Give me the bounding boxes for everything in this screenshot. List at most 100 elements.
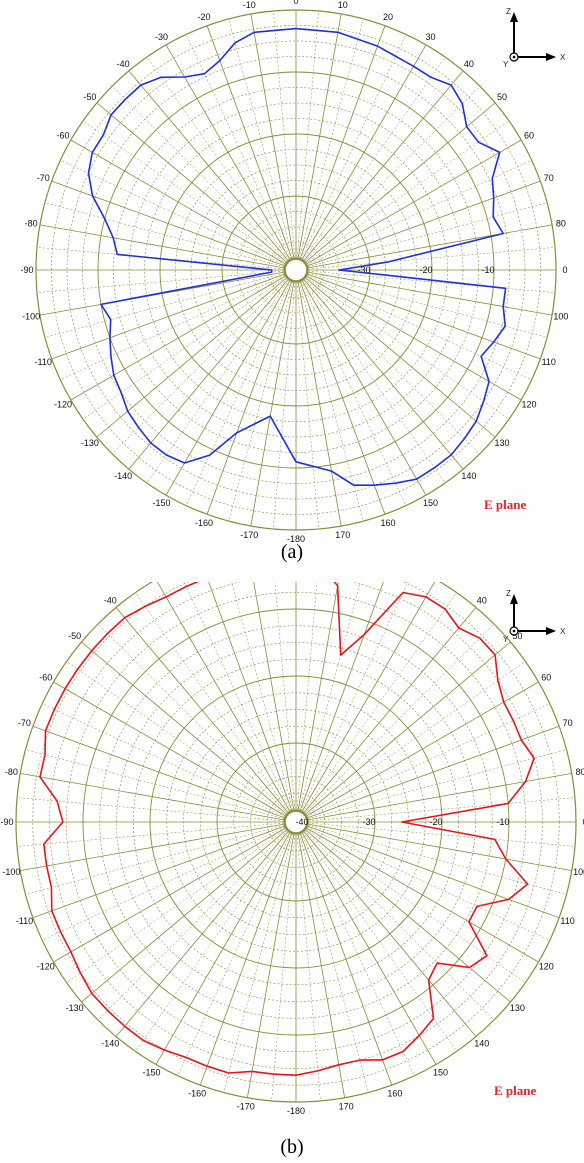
chart-b-grid-spoke xyxy=(97,830,288,1021)
chart-b-angle-tick-label: 50 xyxy=(512,631,522,641)
chart-b-grid-spoke xyxy=(17,797,285,822)
chart-b-radial-label: -10 xyxy=(496,817,509,827)
chart-a-grid-spoke xyxy=(302,279,446,484)
chart-a-angle-tick-label: -100 xyxy=(22,312,40,322)
chart-a-grid-spoke xyxy=(51,273,285,360)
chart-b-grid-spoke xyxy=(302,831,457,1052)
chart-a-grid-spoke xyxy=(303,70,464,262)
chart-a-angle-tick-label: -130 xyxy=(81,438,99,448)
chart-a-grid-spoke xyxy=(299,281,386,515)
chart-a-grid-spoke xyxy=(301,280,427,496)
chart-b-grid-spoke xyxy=(115,607,289,814)
chart-a-grid-spoke xyxy=(306,274,532,381)
chart-a-grid-spoke xyxy=(82,276,287,420)
chart-b-grid-spoke xyxy=(300,582,409,812)
chart-a-grid-spoke xyxy=(96,277,288,438)
caption-b: (b) xyxy=(280,1136,304,1158)
chart-b-grid-spoke xyxy=(304,623,495,814)
chart-a-grid-spoke xyxy=(307,202,548,268)
chart-a-grid-spoke xyxy=(299,25,386,259)
chart-a-angle-tick-label: -140 xyxy=(114,471,132,481)
chart-b-angle-tick-label: 40 xyxy=(477,596,487,606)
chart-a-grid-spoke xyxy=(36,270,285,293)
chart-b-angle-tick-label: -160 xyxy=(188,1089,206,1099)
chart-a-grid-spoke xyxy=(304,85,481,262)
chart-a-grid-spoke xyxy=(297,281,342,527)
chart-a-angle-tick-label: 150 xyxy=(423,498,438,508)
chart-b-grid-spoke xyxy=(302,592,457,813)
chart-a-grid-spoke xyxy=(306,275,522,401)
chart-b-grid-spoke xyxy=(307,824,567,895)
chart-a-angle-tick-label: -180 xyxy=(287,534,305,544)
chart-a-grid-spoke xyxy=(51,180,285,267)
chart-a-grid-spoke xyxy=(307,180,541,267)
chart-b-angle-tick-label: -50 xyxy=(68,631,81,641)
axis-x-label-a: X xyxy=(560,53,566,62)
chart-a-grid-spoke xyxy=(296,10,319,259)
chart-a-grid-spoke xyxy=(300,34,407,260)
chart-a-grid-spoke xyxy=(307,271,553,316)
chart-b-angle-tick-label: 100 xyxy=(573,867,584,877)
chart-a-grid-spoke xyxy=(300,280,407,506)
chart-b-grid-spoke xyxy=(307,822,575,847)
chart-a-grid-spoke xyxy=(304,278,481,455)
chart-b-grid-spoke xyxy=(135,831,290,1052)
chart-b-grid-spoke xyxy=(25,824,285,895)
chart-b-angle-tick-label: 0 xyxy=(582,817,584,827)
chart-b-grid-spoke xyxy=(42,826,286,941)
chart-b-grid-spoke xyxy=(208,582,293,811)
chart-b-angle-tick-label: -70 xyxy=(18,718,31,728)
chart-b-grid-spoke xyxy=(42,703,286,818)
chart-b-grid-spoke xyxy=(306,827,539,963)
chart-a-grid-spoke xyxy=(301,44,427,260)
chart-b-grid-spoke xyxy=(253,582,295,811)
chart-b-grid-spoke xyxy=(115,830,289,1037)
chart-a-grid-spoke xyxy=(298,18,364,259)
chart-b-grid-spoke xyxy=(303,607,477,814)
chart-b-grid-spoke xyxy=(298,833,369,1093)
chart-a-angle-tick-label: -30 xyxy=(155,32,168,42)
chart-b-grid-spoke xyxy=(274,582,296,811)
chart-a-grid-spoke xyxy=(228,18,294,259)
chart-b-grid-spoke xyxy=(199,833,293,1086)
chart-a-angle-tick-label: -50 xyxy=(83,92,96,102)
chart-a-grid-spoke xyxy=(307,270,556,293)
chart-a-angle-tick-label: -150 xyxy=(152,498,170,508)
chart-a-angle-tick-label: -70 xyxy=(37,173,50,183)
chart-a-grid-spoke xyxy=(304,102,496,263)
chart-b-grid-spoke xyxy=(177,832,292,1076)
chart-a-angle-tick-label: 20 xyxy=(383,12,393,22)
chart-a-angle-tick-label: 120 xyxy=(521,400,536,410)
chart-a-angle-tick-label: 140 xyxy=(461,471,476,481)
panel-a: 0 10 20 30 40 50 60 70 80 0 100 110 120 130 140 150 160 1… xyxy=(0,0,584,581)
chart-b-grid-spoke xyxy=(304,830,495,1021)
chart-a-angle-tick-label: 30 xyxy=(425,32,435,42)
chart-a-angle-tick-label: 40 xyxy=(464,59,474,69)
chart-a-angle-tick-label: 110 xyxy=(542,357,556,367)
chart-b-grid-spoke xyxy=(183,582,292,812)
chart-a-grid-spoke xyxy=(298,281,364,522)
chart-a-center-hole xyxy=(284,258,308,282)
axis-z-label-a: Z xyxy=(506,7,511,16)
chart-b-grid-spoke xyxy=(20,823,285,872)
polar-chart-b: 0102030405060708001001101201301401501601… xyxy=(0,582,584,1116)
chart-b-angle-tick-label: 70 xyxy=(563,718,573,728)
chart-b-grid-spoke xyxy=(53,681,286,817)
chart-a-grid-spoke xyxy=(111,85,288,262)
chart-a-grid-spoke xyxy=(70,275,286,401)
chart-b-angle-tick-label: -140 xyxy=(101,1038,119,1048)
chart-b-grid-spoke xyxy=(307,797,575,822)
chart-b-radial-label: -30 xyxy=(362,817,375,827)
chart-b-grid-spoke xyxy=(306,703,550,818)
axes-orientation-icon-a: Z X Y xyxy=(494,2,584,72)
chart-a-angle-tick-label: 60 xyxy=(524,131,534,141)
chart-b-grid-spoke xyxy=(299,582,384,811)
chart-a-grid-spoke xyxy=(296,281,319,530)
chart-b-grid-spoke xyxy=(307,823,572,872)
chart-b-series-line xyxy=(39,582,535,1076)
chart-b-angle-tick-label: -90 xyxy=(0,817,13,827)
chart-a-angle-tick-label: -120 xyxy=(54,400,72,410)
chart-b-angle-tick-label: 150 xyxy=(433,1067,448,1077)
chart-a-grid-spoke xyxy=(111,278,288,455)
chart-b-angle-tick-label: 110 xyxy=(560,916,574,926)
